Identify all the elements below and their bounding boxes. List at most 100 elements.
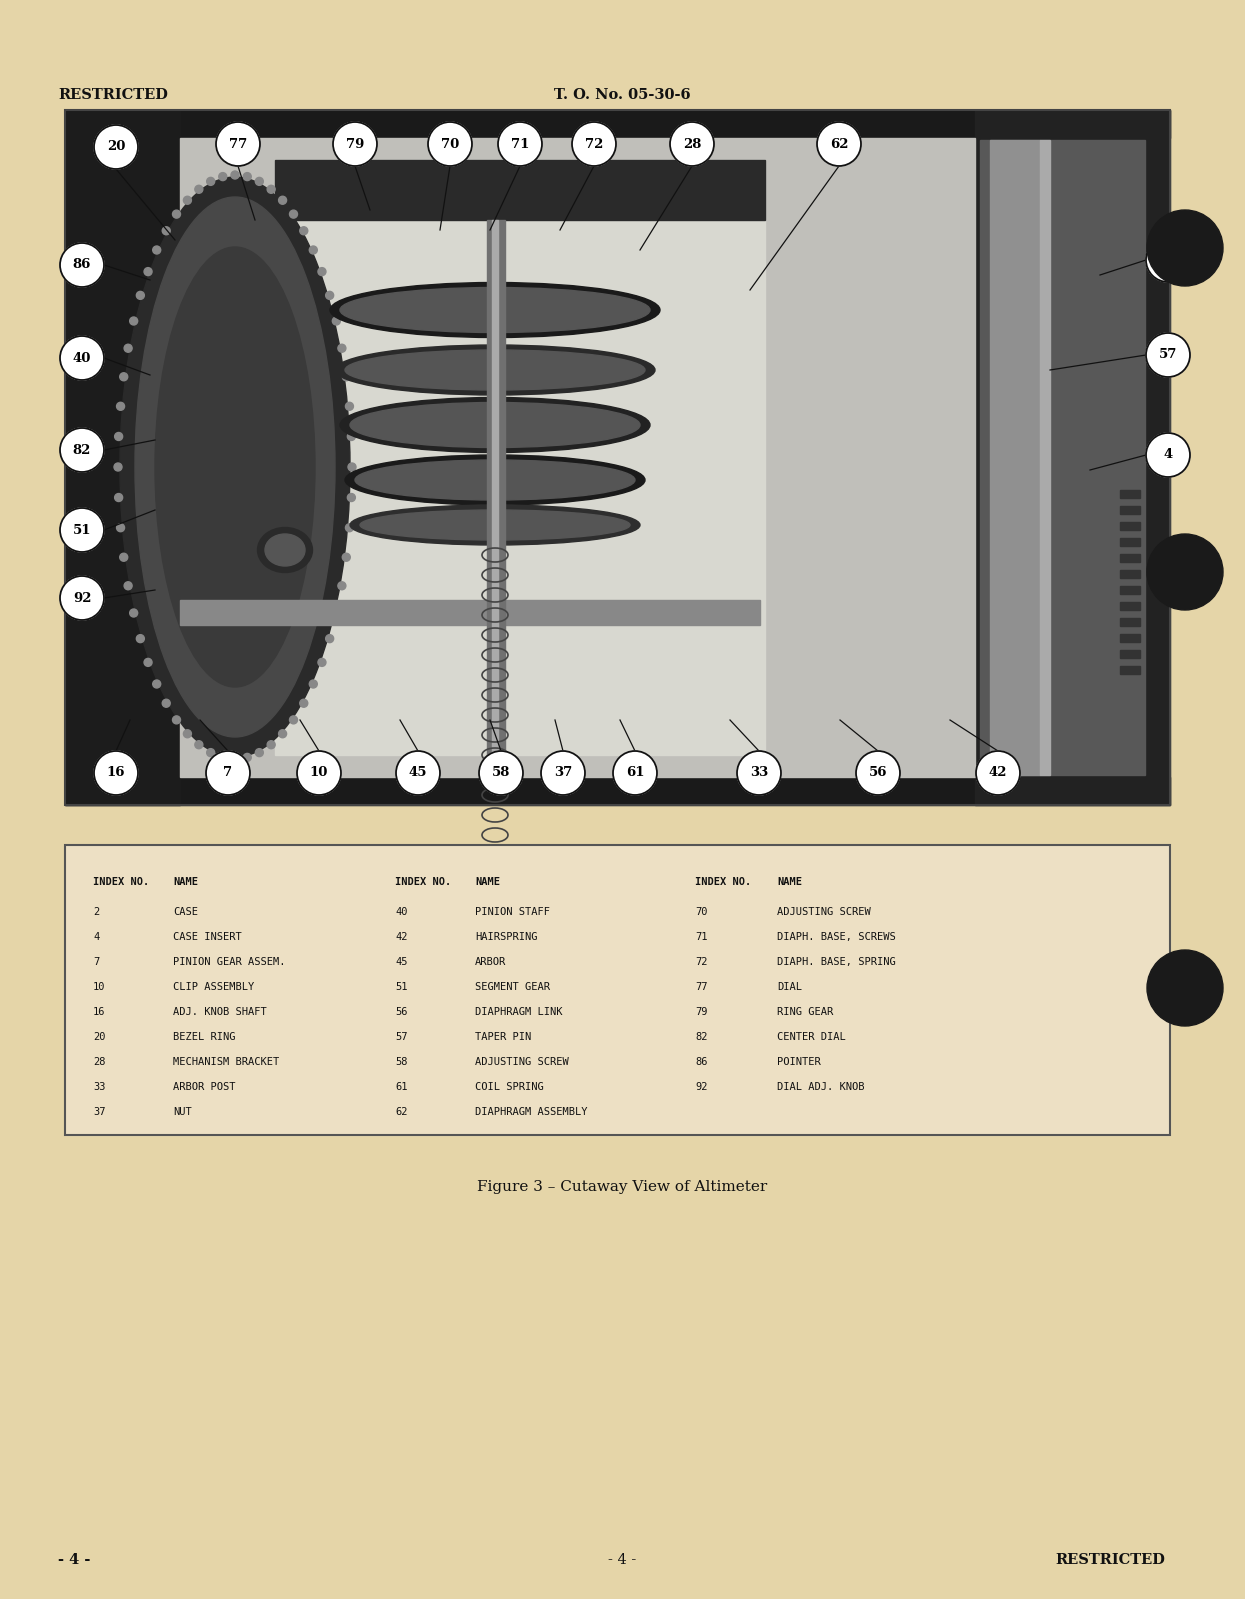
Circle shape <box>317 267 326 275</box>
Text: 92: 92 <box>72 592 91 604</box>
Text: 57: 57 <box>395 1031 407 1043</box>
Circle shape <box>232 171 239 179</box>
Text: 61: 61 <box>395 1083 407 1092</box>
Text: 4: 4 <box>93 932 100 942</box>
Bar <box>1120 521 1140 529</box>
Circle shape <box>124 344 132 352</box>
Circle shape <box>117 524 125 532</box>
Bar <box>1120 633 1140 643</box>
Text: 45: 45 <box>395 956 407 967</box>
Circle shape <box>345 403 354 411</box>
Text: CASE INSERT: CASE INSERT <box>173 932 242 942</box>
Ellipse shape <box>345 350 645 390</box>
Ellipse shape <box>350 403 640 448</box>
Text: INDEX NO.: INDEX NO. <box>395 876 451 887</box>
Circle shape <box>332 317 340 325</box>
Text: 71: 71 <box>695 932 707 942</box>
Text: RING GEAR: RING GEAR <box>777 1007 833 1017</box>
Bar <box>1040 141 1050 776</box>
Text: 45: 45 <box>408 766 427 779</box>
Circle shape <box>337 344 346 352</box>
Text: CLIP ASSEMBLY: CLIP ASSEMBLY <box>173 982 254 991</box>
Text: 16: 16 <box>93 1007 106 1017</box>
Text: BEZEL RING: BEZEL RING <box>173 1031 235 1043</box>
Circle shape <box>309 680 317 688</box>
Circle shape <box>115 432 123 440</box>
Bar <box>181 138 975 777</box>
Text: 82: 82 <box>695 1031 707 1043</box>
Text: 79: 79 <box>695 1007 707 1017</box>
Circle shape <box>332 609 340 617</box>
Bar <box>181 600 759 625</box>
Circle shape <box>1145 238 1190 281</box>
Circle shape <box>183 197 192 205</box>
Bar <box>1120 505 1140 513</box>
Text: 72: 72 <box>585 138 603 150</box>
Text: DIAPH. BASE, SCREWS: DIAPH. BASE, SCREWS <box>777 932 895 942</box>
Circle shape <box>349 464 356 472</box>
Circle shape <box>243 753 251 761</box>
Circle shape <box>268 740 275 748</box>
Text: MECHANISM BRACKET: MECHANISM BRACKET <box>173 1057 279 1067</box>
Text: 79: 79 <box>346 138 365 150</box>
Circle shape <box>60 508 105 552</box>
Circle shape <box>219 173 227 181</box>
Circle shape <box>342 553 350 561</box>
Circle shape <box>207 177 214 185</box>
Text: NUT: NUT <box>173 1107 192 1118</box>
Text: Figure 3 – Cutaway View of Altimeter: Figure 3 – Cutaway View of Altimeter <box>477 1180 767 1194</box>
Text: 2: 2 <box>93 907 100 916</box>
Bar <box>275 160 764 221</box>
Circle shape <box>129 317 138 325</box>
Text: DIAPHRAGM ASSEMBLY: DIAPHRAGM ASSEMBLY <box>476 1107 588 1118</box>
Circle shape <box>129 609 138 617</box>
Ellipse shape <box>355 461 635 500</box>
Circle shape <box>124 582 132 590</box>
Bar <box>65 110 1170 804</box>
Bar <box>1120 585 1140 593</box>
Text: CENTER DIAL: CENTER DIAL <box>777 1031 845 1043</box>
Circle shape <box>1145 333 1190 377</box>
Circle shape <box>309 246 317 254</box>
Circle shape <box>153 246 161 254</box>
Text: 58: 58 <box>492 766 510 779</box>
Circle shape <box>60 243 105 286</box>
Circle shape <box>542 752 585 795</box>
Text: 92: 92 <box>695 1083 707 1092</box>
Bar <box>275 160 764 755</box>
Text: CASE: CASE <box>173 907 198 916</box>
Text: HAIRSPRING: HAIRSPRING <box>476 932 538 942</box>
Text: 51: 51 <box>395 982 407 991</box>
Text: DIAPHRAGM LINK: DIAPHRAGM LINK <box>476 1007 563 1017</box>
Text: DIAL ADJ. KNOB: DIAL ADJ. KNOB <box>777 1083 864 1092</box>
Circle shape <box>279 197 286 205</box>
Circle shape <box>195 740 203 748</box>
Circle shape <box>207 748 214 756</box>
Circle shape <box>317 659 326 667</box>
Text: COIL SPRING: COIL SPRING <box>476 1083 544 1092</box>
Ellipse shape <box>340 398 650 453</box>
Bar <box>492 221 498 764</box>
Bar <box>487 221 505 764</box>
Bar <box>65 777 1170 804</box>
Text: NAME: NAME <box>777 876 802 887</box>
Bar <box>65 110 1170 138</box>
Circle shape <box>342 373 350 381</box>
Circle shape <box>1147 209 1223 286</box>
Ellipse shape <box>265 534 305 566</box>
Circle shape <box>137 635 144 643</box>
Circle shape <box>95 752 138 795</box>
Text: 7: 7 <box>93 956 100 967</box>
Bar <box>980 141 1145 776</box>
Bar <box>990 141 1040 776</box>
Circle shape <box>737 752 781 795</box>
Text: ADJUSTING SCREW: ADJUSTING SCREW <box>476 1057 569 1067</box>
Circle shape <box>479 752 523 795</box>
Circle shape <box>1147 950 1223 1027</box>
Circle shape <box>115 464 122 472</box>
Ellipse shape <box>345 456 645 505</box>
Circle shape <box>347 494 355 502</box>
Bar <box>1120 553 1140 561</box>
Circle shape <box>120 553 128 561</box>
Circle shape <box>60 336 105 381</box>
